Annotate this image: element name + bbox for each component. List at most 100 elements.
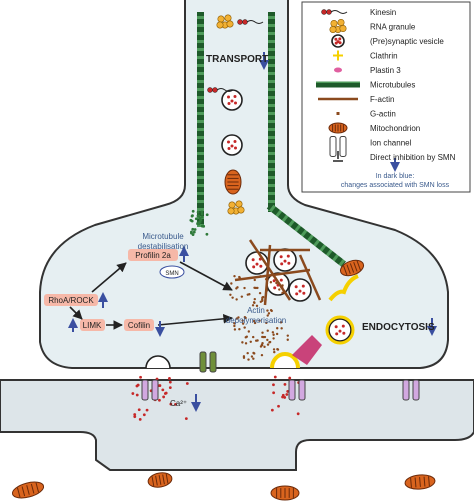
particle — [252, 351, 255, 355]
particle — [272, 348, 276, 351]
vesicle-content — [342, 331, 346, 335]
legend-label: Mitochondrion — [370, 124, 420, 133]
legend-items: Kinesin RNA granule (Pre)synaptic vesicle C… — [370, 8, 456, 162]
particle — [254, 286, 258, 290]
particle — [191, 214, 194, 217]
vesicle-content — [334, 325, 338, 329]
mitochondrion — [339, 259, 365, 277]
particle — [270, 408, 274, 412]
rna-granule — [227, 207, 235, 215]
microtubule-label: destabilisation — [138, 242, 189, 251]
particle — [241, 322, 245, 325]
legend-label: RNA granule — [370, 23, 416, 32]
particle — [233, 328, 237, 331]
smn-label: SMN — [165, 271, 178, 277]
legend-label: G-actin — [370, 110, 396, 119]
cofilin-label: Cofilin — [128, 321, 150, 330]
particle — [240, 295, 244, 298]
particle — [168, 386, 172, 390]
mito-crista — [428, 476, 430, 487]
cofilin-box — [124, 319, 154, 331]
vesicle-content — [227, 95, 230, 99]
mito-crista — [346, 264, 351, 275]
actin-label: depolymerisation — [226, 316, 286, 325]
mitochondrion — [224, 169, 242, 195]
particle — [192, 230, 196, 234]
kinesin-tail — [216, 88, 234, 92]
particle — [236, 286, 239, 289]
legend-label: F-actin — [370, 95, 394, 104]
rna-granule — [228, 201, 236, 209]
particle — [288, 376, 292, 380]
channel-subunit — [141, 379, 149, 401]
rna-granule — [237, 206, 245, 214]
particle — [286, 390, 290, 393]
rna-granule — [235, 200, 243, 208]
particle — [243, 286, 246, 290]
particle — [265, 289, 269, 292]
vesicle-content — [302, 291, 306, 295]
particle — [272, 391, 276, 395]
vesicle-content — [298, 289, 302, 293]
vesicle-content — [259, 264, 263, 268]
kinesin-tail — [246, 20, 264, 24]
vesicle-content — [233, 95, 237, 98]
rna-granule — [217, 15, 225, 23]
particle — [243, 315, 247, 319]
kinesin-head — [321, 9, 327, 15]
actin-patch — [292, 335, 322, 365]
particle — [286, 334, 289, 337]
legend-box — [301, 1, 471, 193]
particle — [235, 317, 239, 320]
particle — [191, 227, 195, 231]
rhoa-box — [44, 294, 98, 306]
limk-label: LIMK — [83, 321, 102, 330]
channel-subunit — [339, 136, 347, 157]
particle — [266, 343, 270, 346]
particle — [249, 340, 252, 344]
particle — [200, 210, 204, 214]
mitochondrion — [11, 481, 45, 499]
kinesin-head — [212, 87, 218, 93]
particle — [233, 274, 236, 278]
particle — [139, 375, 142, 379]
particle — [142, 413, 146, 417]
particle — [246, 293, 250, 296]
particle — [229, 293, 232, 296]
clathrin-coat — [325, 315, 355, 345]
actin-label: Actin — [247, 306, 265, 315]
rna-granule — [339, 24, 347, 32]
vesicle-content — [227, 102, 231, 105]
kinesin-head — [237, 19, 243, 25]
profilin-box — [128, 249, 178, 261]
mito-crista — [21, 486, 26, 497]
vesicle-content — [286, 254, 290, 258]
particle — [164, 391, 168, 395]
mitochondrion — [270, 485, 300, 501]
particle — [286, 338, 289, 341]
particle — [242, 356, 246, 359]
particle — [252, 335, 255, 339]
legend-note: In dark blue: — [376, 173, 415, 180]
particle — [185, 382, 189, 385]
rna-granule — [224, 14, 232, 22]
mito-crista — [30, 483, 35, 494]
particle — [161, 388, 165, 392]
particle — [253, 321, 257, 325]
vesicle-content — [279, 278, 283, 282]
particle — [197, 214, 200, 218]
vesicle-content — [294, 285, 298, 289]
rna-granule — [337, 18, 345, 26]
legend-label: Clathrin — [370, 52, 398, 61]
vesicle-content — [230, 99, 234, 103]
particle — [205, 232, 209, 236]
particle — [278, 288, 281, 291]
limk-box — [80, 319, 105, 331]
particle — [281, 291, 284, 295]
particle — [145, 408, 149, 412]
particle — [247, 330, 251, 333]
vesicle-content — [252, 265, 256, 269]
particle — [285, 393, 289, 396]
particle — [230, 282, 233, 285]
vesicle-content — [338, 329, 342, 333]
